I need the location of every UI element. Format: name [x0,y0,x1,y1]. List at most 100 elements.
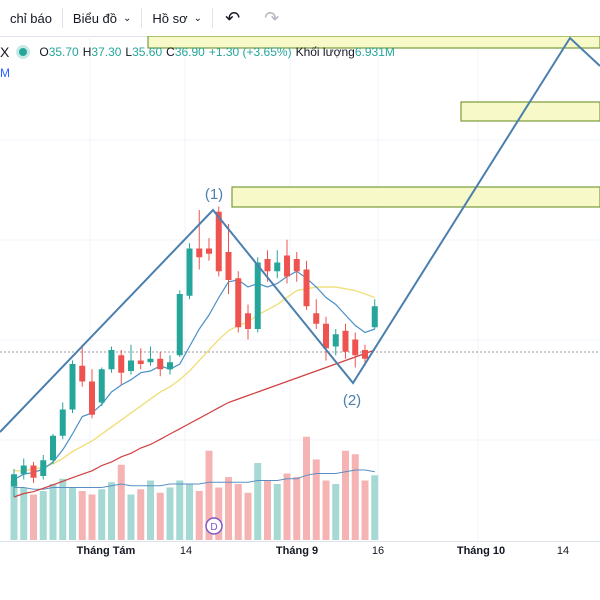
volume-bar [361,480,369,540]
candle-body [79,365,86,382]
candle-body [342,330,349,352]
candle-body [20,465,27,475]
candle-body [274,262,281,272]
volume-bar [225,477,232,540]
volume-bar [351,454,359,540]
candle-body [89,381,95,415]
candle-body [40,460,47,476]
toolbar-divider [212,8,214,28]
volume-bar [244,492,252,540]
high-label: H [82,45,92,59]
volume-bar [98,489,106,540]
candles [11,206,378,497]
volume-bar [303,436,310,540]
target-zone-upper[interactable] [460,101,600,122]
candle-body [332,334,339,347]
volume-bar [49,484,57,540]
volume-bar [205,450,213,540]
candle-body [254,262,261,329]
candle-body [157,358,164,370]
volume-bar [10,480,18,540]
candle-body [215,211,222,272]
price-chart[interactable]: (1) (2) D [0,36,600,541]
moving-averages [13,270,376,498]
top-toolbar: chỉ báo Biểu đồ ⌄ Hồ sơ ⌄ ↶ ↷ [0,0,600,37]
candle-body [59,409,66,436]
volume-bar [69,487,76,540]
volume-bar [166,487,174,540]
ma-short-line [13,270,376,481]
change-value: +1.30 (+3.65%) [208,45,292,59]
candle-body [50,435,56,461]
volume-bar [283,473,291,540]
candle-body [313,313,320,324]
dividend-marker[interactable]: D [205,517,223,535]
candle-body [323,323,329,349]
chevron-down-icon: ⌄ [193,12,203,24]
candle-body [362,350,368,359]
redo-icon[interactable]: ↷ [264,7,280,28]
profile-menu-button[interactable]: Hồ sơ ⌄ [142,0,212,36]
volume-bar [117,464,125,540]
wave-2-label: (2) [343,392,361,409]
candle-body [196,248,203,258]
ma-long-line [13,349,376,498]
volume-bar [20,487,28,540]
undo-icon[interactable]: ↶ [225,7,241,28]
candle-body [284,255,290,277]
volume-bar [264,480,271,540]
volume-label: Khối lượng [295,45,355,59]
x-tick-label: Tháng 10 [456,545,506,557]
volume-bar [147,480,154,540]
wave-1-label: (1) [205,186,223,203]
volume-bar [332,484,340,540]
candle-body [98,369,105,403]
symbol-label[interactable]: X [0,44,10,60]
x-tick-label: Tháng 9 [275,545,319,557]
volume-bar [312,459,320,540]
ma-mid-line [14,286,376,472]
grid [0,36,600,541]
charts-menu-button[interactable]: Biểu đồ ⌄ [63,0,141,36]
volume-bar [39,491,47,540]
volume-bar [215,487,223,540]
indicator-legend-label[interactable]: M [0,66,10,80]
charts-label: Biểu đồ [72,10,118,26]
candle-body [137,360,144,364]
high-value: 37.30 [91,45,122,59]
candle-body [235,278,242,328]
x-tick-label: 14 [556,545,570,557]
volume-bar [254,463,262,540]
volume-bar [59,478,67,540]
chevron-down-icon: ⌄ [123,12,132,24]
volume-bar [137,489,145,540]
market-status-icon [19,48,28,56]
candle-body [11,474,17,487]
candle-body [206,248,212,254]
target-zone-lower[interactable] [231,186,600,208]
volume-bar [186,484,193,540]
candle-body [118,355,125,373]
x-tick-label: 14 [179,545,193,557]
volume-bar [371,475,379,540]
candle-body [30,465,37,478]
volume-bar [234,484,242,540]
candle-body [245,313,251,329]
candle-body [225,252,232,280]
volume-bar [88,494,96,540]
indicators-button[interactable]: chỉ báo [0,0,62,36]
candle-body [352,339,359,356]
low-value: 35.60 [132,45,163,59]
candle-body [128,360,134,371]
volume-bar [176,480,184,540]
open-value: 35.70 [48,45,79,59]
candle-body [186,248,193,296]
resistance-zone-top[interactable] [147,36,600,49]
volume-bar [156,492,164,540]
candle-body [176,294,183,356]
elliott-wave-projection[interactable] [0,36,600,433]
volume-bar [273,484,281,540]
toolbar-divider [141,8,143,28]
close-label: C [166,45,175,59]
volume-bar [127,494,135,540]
